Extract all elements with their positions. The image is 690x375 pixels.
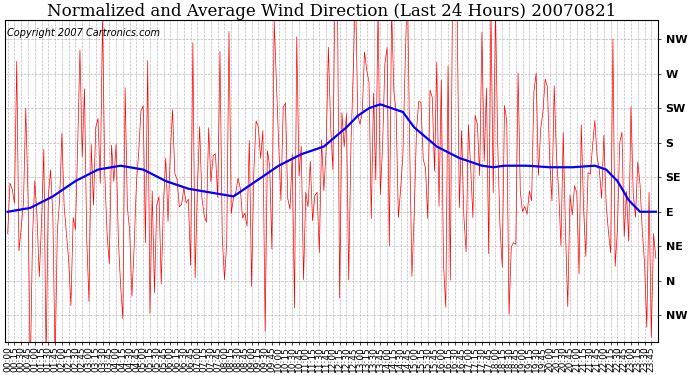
Title: Normalized and Average Wind Direction (Last 24 Hours) 20070821: Normalized and Average Wind Direction (L… [47, 3, 616, 20]
Text: Copyright 2007 Cartronics.com: Copyright 2007 Cartronics.com [8, 28, 160, 38]
